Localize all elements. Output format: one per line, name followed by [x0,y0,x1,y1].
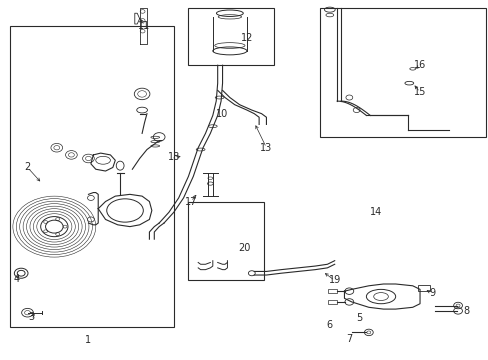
Bar [188,8,273,65]
Text: 20: 20 [238,243,250,253]
Text: 2: 2 [24,162,31,172]
Text: 18: 18 [167,152,180,162]
Text: 12: 12 [240,33,253,43]
Bar [188,202,264,280]
Text: 17: 17 [184,197,197,207]
Text: 8: 8 [462,306,468,316]
Text: 5: 5 [355,313,362,323]
Text: 13: 13 [260,143,272,153]
Text: 3: 3 [28,312,35,322]
Text: 9: 9 [428,288,434,298]
Text: 1: 1 [85,334,91,345]
Text: 4: 4 [13,274,20,284]
Text: 16: 16 [413,60,426,70]
Bar [320,8,485,137]
Text: 14: 14 [369,207,382,217]
Bar [328,289,336,293]
Bar [10,26,173,327]
Text: 19: 19 [328,275,340,285]
Bar [417,285,429,291]
Text: 11: 11 [138,21,150,31]
Text: 6: 6 [326,320,332,330]
Bar [328,300,336,304]
Text: 10: 10 [216,109,228,119]
Text: 7: 7 [346,333,352,343]
Text: 15: 15 [413,87,426,97]
